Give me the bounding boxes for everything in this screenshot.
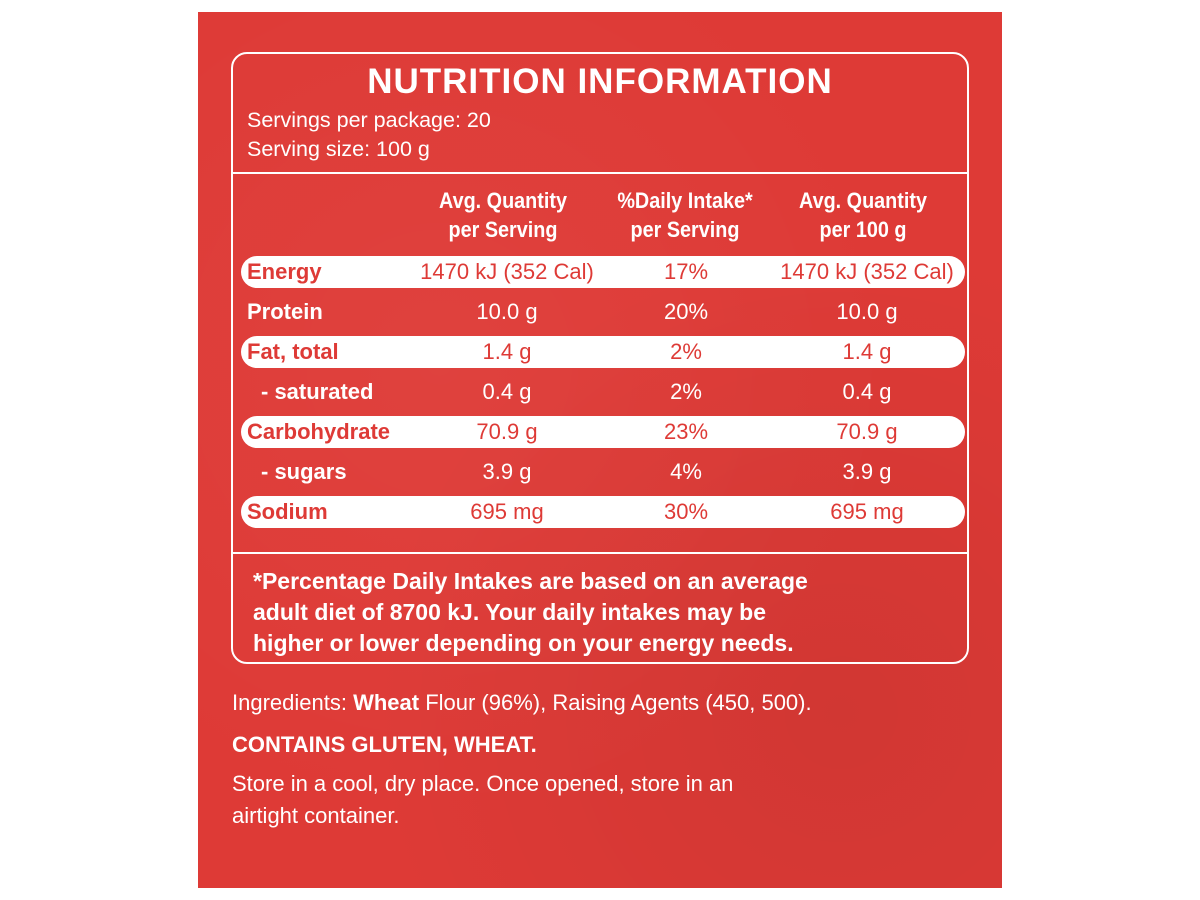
header-avg-per-serving: Avg. Quantity per Serving — [439, 188, 567, 242]
nutrient-row-saturated: - saturated 0.4 g 2% 0.4 g — [261, 379, 892, 404]
serving-size: Serving size: 100 g — [247, 137, 430, 161]
divider-top — [233, 172, 967, 174]
panel-title: NUTRITION INFORMATION — [367, 62, 833, 101]
divider-bottom — [233, 552, 967, 554]
header-avg-per-100g: Avg. Quantity per 100 g — [799, 188, 927, 242]
nutrient-row-carbohydrate: Carbohydrate 70.9 g 23% 70.9 g — [241, 416, 965, 448]
nutrient-row-energy: Energy 1470 kJ (352 Cal) 17% 1470 kJ (35… — [241, 256, 965, 288]
serving-info: Servings per package: 20 Serving size: 1… — [247, 106, 491, 164]
daily-intake-footnote: *Percentage Daily Intakes are based on a… — [253, 568, 808, 656]
nutrition-panel: NUTRITION INFORMATION Servings per packa… — [231, 52, 969, 664]
ingredients-line: Ingredients: Wheat Flour (96%), Raising … — [232, 690, 812, 715]
nutrient-row-protein: Protein 10.0 g 20% 10.0 g — [247, 299, 898, 324]
nutrient-row-fat-total: Fat, total 1.4 g 2% 1.4 g — [241, 336, 965, 368]
servings-per-package: Servings per package: 20 — [247, 108, 491, 132]
nutrient-row-sugars: - sugars 3.9 g 4% 3.9 g — [261, 459, 892, 484]
header-daily-intake: %Daily Intake* per Serving — [617, 188, 753, 242]
allergen-statement: CONTAINS GLUTEN, WHEAT. — [232, 732, 537, 757]
package-label-background — [198, 12, 1002, 888]
storage-instructions: Store in a cool, dry place. Once opened,… — [232, 771, 734, 828]
nutrient-row-sodium: Sodium 695 mg 30% 695 mg — [241, 496, 965, 528]
